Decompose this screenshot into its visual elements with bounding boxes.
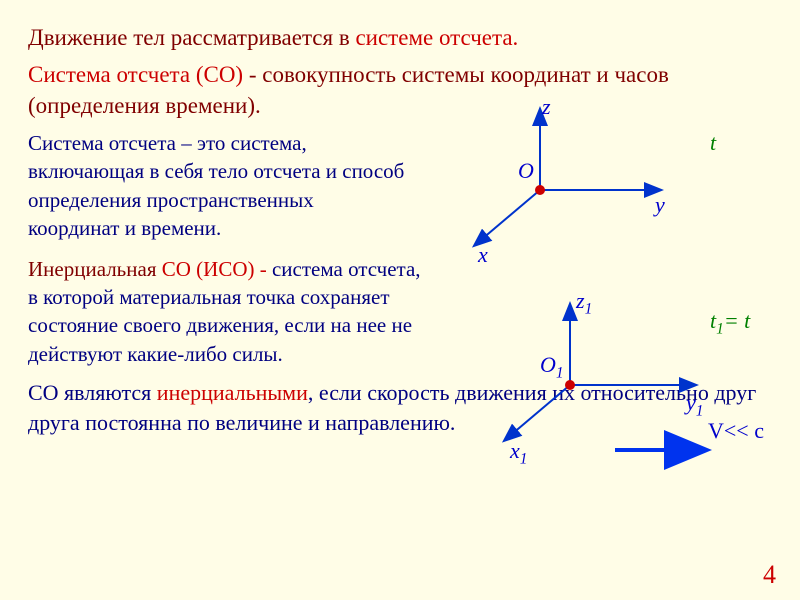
title-highlight: системе отсчета. (355, 25, 518, 50)
coordinate-system-1: О z y x t (430, 100, 770, 270)
axes1-O: О (518, 158, 534, 184)
final-p1: СО являются (28, 380, 157, 405)
axes1-t: t (710, 130, 716, 156)
title-prefix: Движение тел рассматривается в (28, 25, 355, 50)
axes2-y: y1 (686, 390, 703, 420)
iso-prefix: Инерциальная (28, 257, 162, 281)
axes2-vc: V<< c (708, 418, 764, 444)
so-dash: - (243, 62, 262, 87)
axes1-z: z (542, 94, 551, 120)
axes2-O: О1 (540, 352, 564, 382)
system-definition-text: Система отсчета – это система, включающа… (28, 131, 404, 240)
axes1-y: y (655, 192, 665, 218)
axes2-x: x1 (510, 438, 527, 468)
axes1-x: x (478, 242, 488, 268)
system-definition-box: Система отсчета – это система, включающа… (28, 129, 408, 242)
final-highlight: инерциальными (157, 380, 308, 405)
so-term: Система отсчета (СО) (28, 62, 243, 87)
iso-definition: Инерциальная СО (ИСО) - система отсчета,… (28, 255, 428, 368)
iso-term: СО (ИСО) - (162, 257, 272, 281)
title-line: Движение тел рассматривается в системе о… (28, 22, 772, 53)
coordinate-system-2: О1 z1 y1 x1 t1= t V<< c (450, 290, 790, 480)
axes2-t-eq: t1= t (710, 308, 750, 338)
axes2-z: z1 (576, 288, 592, 318)
page-number: 4 (763, 560, 776, 590)
